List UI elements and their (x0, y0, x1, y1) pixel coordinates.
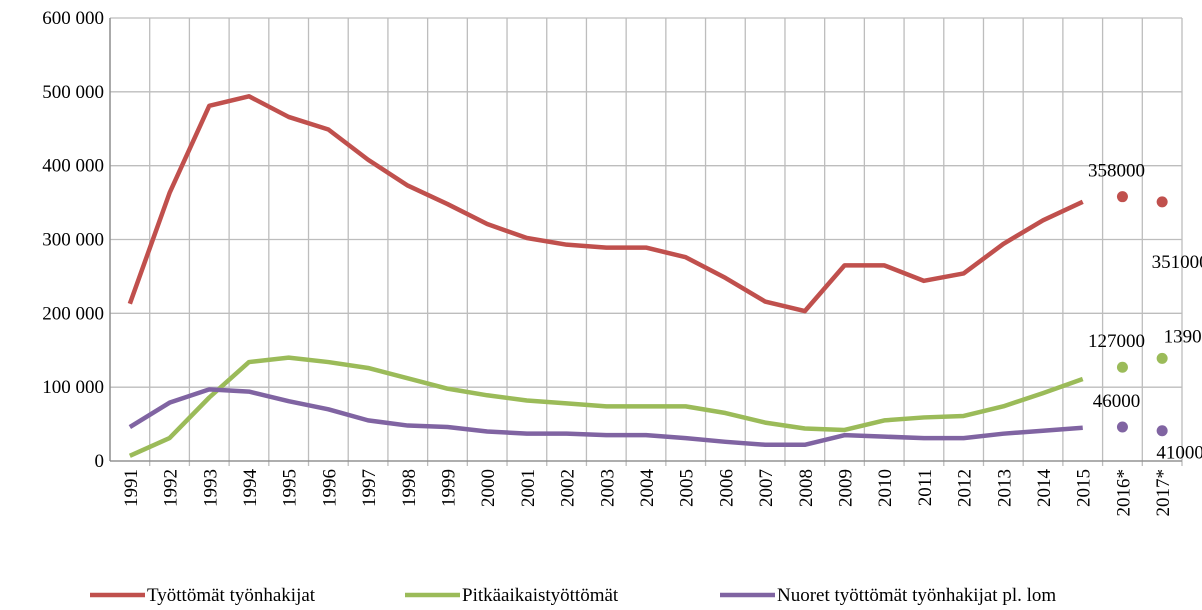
x-tick-label: 1996 (319, 469, 340, 507)
series-line (128, 355, 1084, 458)
x-tick-label: 2017* (1153, 469, 1174, 517)
x-tick-label: 1994 (240, 469, 261, 508)
x-tick-label: 2005 (677, 469, 698, 507)
estimate-point (1156, 352, 1168, 364)
y-tick-label: 200 000 (42, 303, 104, 324)
x-tick-label: 2003 (597, 469, 618, 507)
data-label: 351000 (1152, 252, 1202, 273)
x-tick-label: 2016* (1113, 469, 1134, 517)
y-tick-label: 500 000 (42, 82, 104, 103)
x-tick-label: 2001 (518, 469, 539, 507)
x-tick-label: 2010 (875, 469, 896, 507)
legend-label: Työttömät työnhakijat (147, 585, 316, 606)
x-tick-label: 2002 (558, 469, 579, 507)
x-tick-label: 2009 (836, 469, 857, 507)
x-tick-label: 1992 (161, 469, 182, 507)
x-tick-label: 1997 (359, 469, 380, 507)
y-tick-label: 100 000 (42, 377, 104, 398)
series-line (127, 94, 1084, 314)
y-tick-label: 600 000 (42, 8, 104, 29)
x-tick-label: 2014 (1034, 469, 1055, 508)
estimate-point (1116, 191, 1128, 203)
y-tick-label: 400 000 (42, 156, 104, 177)
estimate-point (1156, 196, 1168, 208)
estimate-point (1156, 425, 1168, 437)
x-tick-label: 2000 (478, 469, 499, 507)
legend-label: Nuoret työttömät työnhakijat pl. lom (777, 585, 1056, 606)
x-tick-label: 2007 (756, 469, 777, 507)
x-tick-label: 2006 (716, 469, 737, 507)
series-line (128, 387, 1083, 448)
estimate-point (1116, 361, 1128, 373)
estimate-point (1116, 421, 1128, 433)
x-tick-label: 2011 (915, 469, 936, 506)
data-label: 46000 (1093, 391, 1141, 412)
data-label: 41000 (1156, 443, 1202, 464)
x-tick-label: 2004 (637, 469, 658, 508)
x-tick-label: 2013 (994, 469, 1015, 507)
x-tick-label: 1999 (438, 469, 459, 507)
x-tick-label: 2015 (1074, 469, 1095, 507)
y-tick-label: 300 000 (42, 230, 104, 251)
x-tick-label: 1995 (280, 469, 301, 507)
legend-label: Pitkäaikaistyöttömät (462, 585, 619, 606)
data-label: 127000 (1088, 331, 1145, 352)
y-tick-label: 0 (95, 451, 105, 472)
data-label: 358000 (1088, 161, 1145, 182)
x-tick-label: 2008 (796, 469, 817, 507)
x-tick-label: 2012 (955, 469, 976, 507)
x-tick-label: 1998 (399, 469, 420, 507)
data-label: 139000 (1164, 326, 1202, 347)
x-tick-label: 1993 (200, 469, 221, 507)
x-tick-label: 1991 (121, 469, 142, 507)
